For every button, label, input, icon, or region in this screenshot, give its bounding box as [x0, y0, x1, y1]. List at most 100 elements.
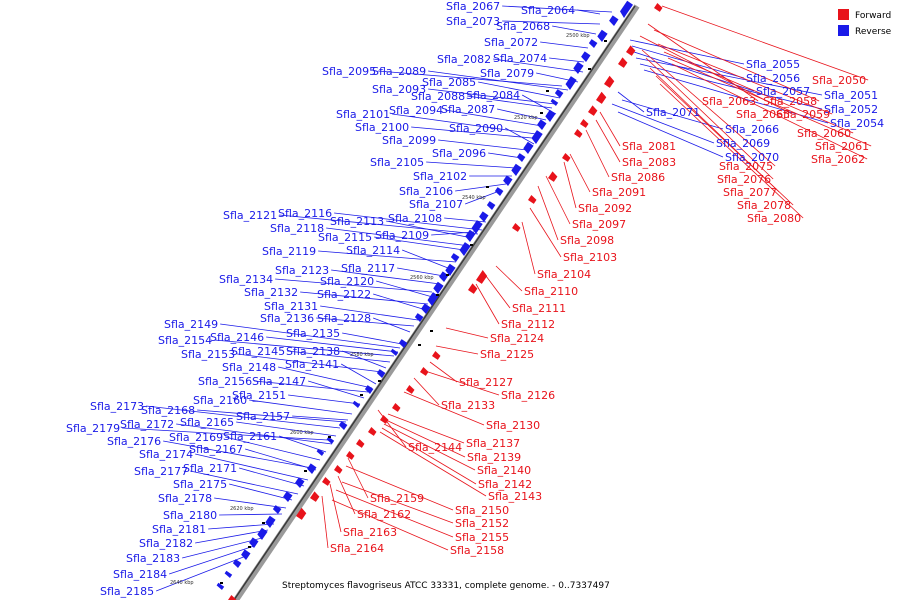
- gene-label-reverse[interactable]: Sfla_2132: [244, 286, 298, 299]
- gene-label-reverse[interactable]: Sfla_2148: [222, 361, 276, 374]
- gene-label-forward[interactable]: Sfla_2155: [455, 531, 509, 544]
- gene-label-reverse[interactable]: Sfla_2073: [446, 15, 500, 28]
- gene-arrow-forward[interactable]: [604, 75, 615, 88]
- gene-label-forward[interactable]: Sfla_2075: [719, 160, 773, 173]
- gene-label-reverse[interactable]: Sfla_2161: [223, 430, 277, 443]
- gene-arrow-reverse[interactable]: [465, 229, 476, 242]
- gene-label-reverse[interactable]: Sfla_2179: [66, 422, 120, 435]
- gene-label-reverse[interactable]: Sfla_2095: [322, 65, 376, 78]
- gene-arrow-reverse[interactable]: [459, 242, 471, 256]
- gene-label-forward[interactable]: Sfla_2139: [467, 451, 521, 464]
- gene-label-forward[interactable]: Sfla_2077: [723, 186, 777, 199]
- gene-label-forward[interactable]: Sfla_2083: [622, 156, 676, 169]
- gene-label-forward[interactable]: Sfla_2163: [343, 526, 397, 539]
- gene-arrow-reverse[interactable]: [249, 537, 259, 548]
- gene-arrow-reverse[interactable]: [307, 463, 317, 474]
- gene-label-reverse[interactable]: Sfla_2168: [141, 404, 195, 417]
- gene-label-forward[interactable]: Sfla_2142: [478, 478, 532, 491]
- gene-label-reverse[interactable]: Sfla_2185: [100, 585, 154, 598]
- gene-label-forward[interactable]: Sfla_2060: [797, 127, 851, 140]
- gene-arrow-reverse[interactable]: [224, 570, 233, 578]
- gene-arrow-reverse[interactable]: [241, 549, 251, 560]
- gene-label-forward[interactable]: Sfla_2124: [490, 332, 544, 345]
- gene-label-reverse[interactable]: Sfla_2085: [422, 76, 476, 89]
- gene-label-forward[interactable]: Sfla_2086: [611, 171, 665, 184]
- gene-label-forward[interactable]: Sfla_2097: [572, 218, 626, 231]
- gene-label-reverse[interactable]: Sfla_2071: [646, 106, 700, 119]
- gene-label-reverse[interactable]: Sfla_2055: [746, 58, 800, 71]
- gene-label-reverse[interactable]: Sfla_2156: [198, 375, 252, 388]
- gene-label-reverse[interactable]: Sfla_2160: [193, 394, 247, 407]
- gene-label-reverse[interactable]: Sfla_2074: [493, 52, 547, 65]
- gene-label-reverse[interactable]: Sfla_2079: [480, 67, 534, 80]
- gene-arrow-forward[interactable]: [580, 119, 589, 128]
- gene-label-forward[interactable]: Sfla_2059: [776, 108, 830, 121]
- gene-arrow-forward[interactable]: [334, 465, 343, 474]
- gene-label-reverse[interactable]: Sfla_2052: [824, 103, 878, 116]
- gene-label-forward[interactable]: Sfla_2130: [486, 419, 540, 432]
- gene-arrow-reverse[interactable]: [295, 477, 305, 488]
- gene-label-reverse[interactable]: Sfla_2138: [286, 345, 340, 358]
- gene-label-reverse[interactable]: Sfla_2171: [183, 462, 237, 475]
- gene-label-reverse[interactable]: Sfla_2134: [219, 273, 273, 286]
- gene-arrow-forward[interactable]: [654, 3, 663, 12]
- gene-label-reverse[interactable]: Sfla_2174: [139, 448, 193, 461]
- gene-label-reverse[interactable]: Sfla_2184: [113, 568, 167, 581]
- gene-arrow-reverse[interactable]: [216, 582, 225, 590]
- gene-label-reverse[interactable]: Sfla_2123: [275, 264, 329, 277]
- gene-arrow-reverse[interactable]: [316, 448, 325, 456]
- gene-label-forward[interactable]: Sfla_2065: [736, 108, 790, 121]
- gene-arrow-reverse[interactable]: [283, 491, 293, 502]
- gene-label-reverse[interactable]: Sfla_2072: [484, 36, 538, 49]
- gene-arrow-reverse[interactable]: [554, 89, 564, 98]
- gene-arrow-forward[interactable]: [528, 195, 537, 204]
- gene-arrow-reverse[interactable]: [265, 515, 276, 528]
- gene-label-forward[interactable]: Sfla_2050: [812, 74, 866, 87]
- gene-label-reverse[interactable]: Sfla_2146: [210, 331, 264, 344]
- gene-label-forward[interactable]: Sfla_2159: [370, 492, 424, 505]
- gene-arrow-reverse[interactable]: [445, 263, 456, 276]
- gene-label-reverse[interactable]: Sfla_2172: [120, 418, 174, 431]
- gene-label-reverse[interactable]: Sfla_2169: [169, 431, 223, 444]
- gene-label-reverse[interactable]: Sfla_2068: [496, 20, 550, 33]
- gene-label-reverse[interactable]: Sfla_2107: [409, 198, 463, 211]
- gene-label-reverse[interactable]: Sfla_2165: [180, 416, 234, 429]
- gene-label-forward[interactable]: Sfla_2125: [480, 348, 534, 361]
- gene-arrow-reverse[interactable]: [537, 119, 547, 130]
- gene-label-forward[interactable]: Sfla_2111: [512, 302, 566, 315]
- gene-label-forward[interactable]: Sfla_2143: [488, 490, 542, 503]
- gene-label-reverse[interactable]: Sfla_2136: [260, 312, 314, 325]
- gene-arrow-forward[interactable]: [468, 283, 478, 294]
- gene-label-reverse[interactable]: Sfla_2116: [278, 207, 332, 220]
- gene-label-reverse[interactable]: Sfla_2064: [521, 4, 575, 17]
- gene-label-reverse[interactable]: Sfla_2119: [262, 245, 316, 258]
- gene-label-reverse[interactable]: Sfla_2113: [330, 215, 384, 228]
- gene-label-forward[interactable]: Sfla_2080: [747, 212, 801, 225]
- gene-arrow-reverse[interactable]: [588, 39, 598, 48]
- gene-label-reverse[interactable]: Sfla_2093: [372, 83, 426, 96]
- gene-label-reverse[interactable]: Sfla_2147: [252, 375, 306, 388]
- gene-label-reverse[interactable]: Sfla_2105: [370, 156, 424, 169]
- gene-arrow-reverse[interactable]: [523, 141, 534, 154]
- gene-arrow-reverse[interactable]: [421, 303, 431, 314]
- gene-arrow-reverse[interactable]: [494, 187, 504, 196]
- gene-arrow-forward[interactable]: [618, 57, 628, 68]
- gene-label-reverse[interactable]: Sfla_2173: [90, 400, 144, 413]
- gene-label-forward[interactable]: Sfla_2063: [702, 95, 756, 108]
- gene-arrow-forward[interactable]: [322, 477, 331, 486]
- gene-arrow-reverse[interactable]: [272, 505, 282, 514]
- gene-label-forward[interactable]: Sfla_2110: [524, 285, 578, 298]
- gene-label-reverse[interactable]: Sfla_2069: [716, 137, 770, 150]
- gene-label-forward[interactable]: Sfla_2152: [455, 517, 509, 530]
- gene-arrow-forward[interactable]: [406, 385, 415, 394]
- gene-label-reverse[interactable]: Sfla_2117: [341, 262, 395, 275]
- gene-label-reverse[interactable]: Sfla_2167: [189, 443, 243, 456]
- gene-arrow-forward[interactable]: [356, 439, 365, 448]
- gene-arrow-reverse[interactable]: [232, 559, 242, 568]
- gene-label-forward[interactable]: Sfla_2144: [408, 441, 462, 454]
- gene-label-forward[interactable]: Sfla_2103: [563, 251, 617, 264]
- gene-label-reverse[interactable]: Sfla_2122: [317, 288, 371, 301]
- gene-label-reverse[interactable]: Sfla_2114: [346, 244, 400, 257]
- gene-label-reverse[interactable]: Sfla_2115: [318, 231, 372, 244]
- gene-arrow-reverse[interactable]: [503, 175, 513, 186]
